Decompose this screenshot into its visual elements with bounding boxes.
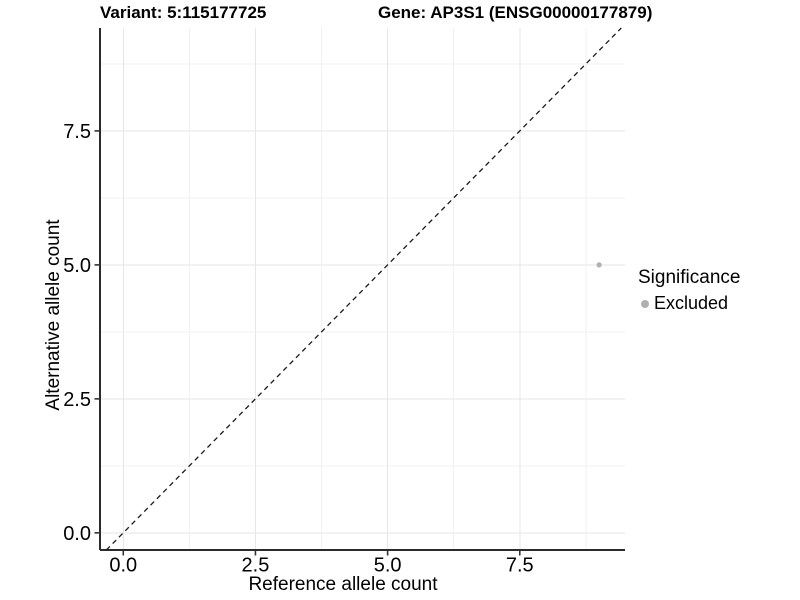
y-axis-title: Alternative allele count <box>43 219 64 411</box>
x-axis-title: Reference allele count <box>248 574 438 595</box>
x-tick-label: 7.5 <box>506 555 534 577</box>
legend-item-label: Excluded <box>654 293 729 313</box>
identity-reference-line <box>105 27 622 551</box>
plot-title-variant: Variant: 5:115177725 <box>100 3 267 22</box>
x-tick-label: 0.0 <box>109 555 137 577</box>
x-tick-label: 5.0 <box>374 555 402 577</box>
y-tick-label: 2.5 <box>63 389 91 411</box>
plot-title-gene: Gene: AP3S1 (ENSG00000177879) <box>378 3 653 22</box>
legend-marker-icon <box>641 299 649 308</box>
legend-item-excluded: Excluded <box>638 293 740 314</box>
data-point <box>596 262 602 268</box>
legend: Significance Excluded <box>638 267 740 314</box>
y-tick-label: 0.0 <box>63 523 91 545</box>
y-tick-label: 7.5 <box>63 121 91 143</box>
x-tick-label: 2.5 <box>242 555 270 577</box>
legend-title: Significance <box>638 267 741 288</box>
y-tick-label: 5.0 <box>63 255 91 277</box>
